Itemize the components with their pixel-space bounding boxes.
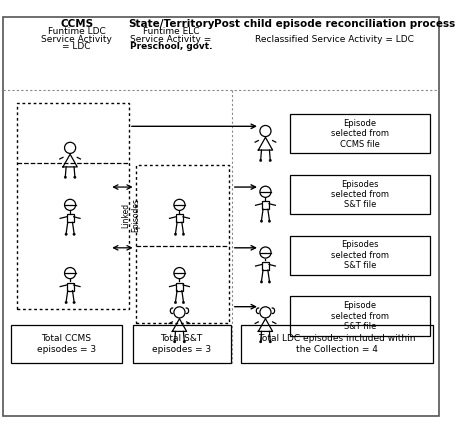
Bar xyxy=(176,283,183,291)
Circle shape xyxy=(174,341,176,343)
Circle shape xyxy=(269,341,272,343)
Circle shape xyxy=(182,301,184,304)
Circle shape xyxy=(65,233,67,236)
Text: Total S&T
episodes = 3: Total S&T episodes = 3 xyxy=(152,334,211,354)
Bar xyxy=(241,325,433,363)
Bar xyxy=(290,114,430,153)
Circle shape xyxy=(174,233,177,236)
Circle shape xyxy=(174,301,177,304)
Circle shape xyxy=(64,176,67,178)
Text: Total CCMS
episodes = 3: Total CCMS episodes = 3 xyxy=(37,334,96,354)
Circle shape xyxy=(73,301,75,304)
Text: Episode
selected from
CCMS file: Episode selected from CCMS file xyxy=(331,119,389,149)
Bar xyxy=(262,262,269,270)
Circle shape xyxy=(65,301,67,304)
Circle shape xyxy=(268,220,271,223)
Text: Episode
selected from
S&T file: Episode selected from S&T file xyxy=(331,301,389,331)
Circle shape xyxy=(260,341,262,343)
Circle shape xyxy=(269,159,272,162)
Bar xyxy=(67,283,74,291)
Bar xyxy=(262,201,269,209)
Text: Episodes
selected from
S&T file: Episodes selected from S&T file xyxy=(331,240,389,270)
Circle shape xyxy=(183,341,185,343)
Text: = LDC: = LDC xyxy=(62,42,91,51)
Circle shape xyxy=(74,176,76,178)
Circle shape xyxy=(73,233,75,236)
Bar xyxy=(290,297,430,336)
Circle shape xyxy=(260,281,263,283)
Bar xyxy=(67,214,74,222)
Text: Linked
Episodes: Linked Episodes xyxy=(121,198,140,232)
Text: State/Territory: State/Territory xyxy=(128,19,214,29)
Text: Funtime ELC: Funtime ELC xyxy=(143,27,199,36)
Bar xyxy=(290,236,430,275)
Bar xyxy=(11,325,122,363)
Bar xyxy=(136,165,229,323)
Text: Reclassified Service Activity = LDC: Reclassified Service Activity = LDC xyxy=(255,35,414,44)
Circle shape xyxy=(260,220,263,223)
Bar xyxy=(133,325,231,363)
Text: CCMS: CCMS xyxy=(60,19,93,29)
Text: Service Activity =: Service Activity = xyxy=(131,35,212,44)
Circle shape xyxy=(182,233,184,236)
Text: Post child episode reconciliation process: Post child episode reconciliation proces… xyxy=(214,19,455,29)
Bar xyxy=(176,214,183,222)
Text: Service Activity: Service Activity xyxy=(41,35,112,44)
Text: Episodes
selected from
S&T file: Episodes selected from S&T file xyxy=(331,180,389,210)
Bar xyxy=(17,103,129,309)
Circle shape xyxy=(268,281,271,283)
Text: Funtime LDC: Funtime LDC xyxy=(48,27,105,36)
Bar xyxy=(290,175,430,214)
Text: Preschool, govt.: Preschool, govt. xyxy=(130,42,212,51)
Circle shape xyxy=(260,159,262,162)
Text: Total LDC episodes included within
the Collection = 4: Total LDC episodes included within the C… xyxy=(258,334,415,354)
